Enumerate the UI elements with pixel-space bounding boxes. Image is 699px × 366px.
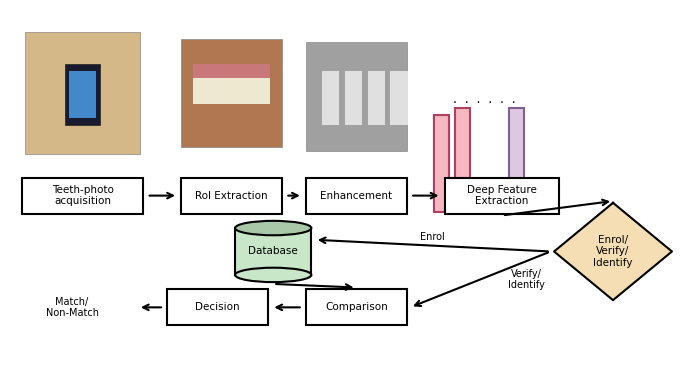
Text: Database: Database [248, 246, 298, 257]
Ellipse shape [235, 268, 311, 282]
FancyBboxPatch shape [368, 71, 385, 125]
FancyBboxPatch shape [445, 178, 559, 214]
Text: Enrol/
Verify/
Identify: Enrol/ Verify/ Identify [593, 235, 633, 268]
Text: Match/
Non-Match: Match/ Non-Match [45, 296, 99, 318]
Text: RoI Extraction: RoI Extraction [195, 191, 268, 201]
FancyBboxPatch shape [345, 71, 362, 125]
FancyBboxPatch shape [181, 39, 282, 147]
FancyBboxPatch shape [181, 178, 282, 214]
Text: . . . . . .: . . . . . . [452, 95, 517, 105]
FancyBboxPatch shape [306, 178, 407, 214]
FancyBboxPatch shape [391, 71, 408, 125]
Text: Verify/
Identify: Verify/ Identify [508, 269, 545, 290]
Ellipse shape [235, 221, 311, 235]
Text: Deep Feature
Extraction: Deep Feature Extraction [467, 185, 537, 206]
FancyBboxPatch shape [322, 71, 339, 125]
FancyBboxPatch shape [65, 64, 100, 125]
FancyBboxPatch shape [194, 78, 270, 104]
FancyBboxPatch shape [235, 228, 311, 275]
FancyBboxPatch shape [306, 42, 407, 150]
FancyBboxPatch shape [69, 71, 96, 118]
FancyBboxPatch shape [306, 290, 407, 325]
Text: Teeth-photo
acquisition: Teeth-photo acquisition [52, 185, 113, 206]
FancyBboxPatch shape [194, 64, 270, 78]
FancyBboxPatch shape [455, 108, 470, 193]
FancyBboxPatch shape [168, 290, 268, 325]
FancyBboxPatch shape [509, 108, 524, 193]
Text: Decision: Decision [196, 302, 240, 312]
Text: Enrol: Enrol [420, 232, 445, 242]
FancyBboxPatch shape [25, 31, 140, 154]
FancyBboxPatch shape [22, 178, 143, 214]
Text: Comparison: Comparison [325, 302, 388, 312]
FancyBboxPatch shape [434, 115, 449, 212]
Polygon shape [554, 203, 672, 300]
Text: Enhancement: Enhancement [320, 191, 393, 201]
